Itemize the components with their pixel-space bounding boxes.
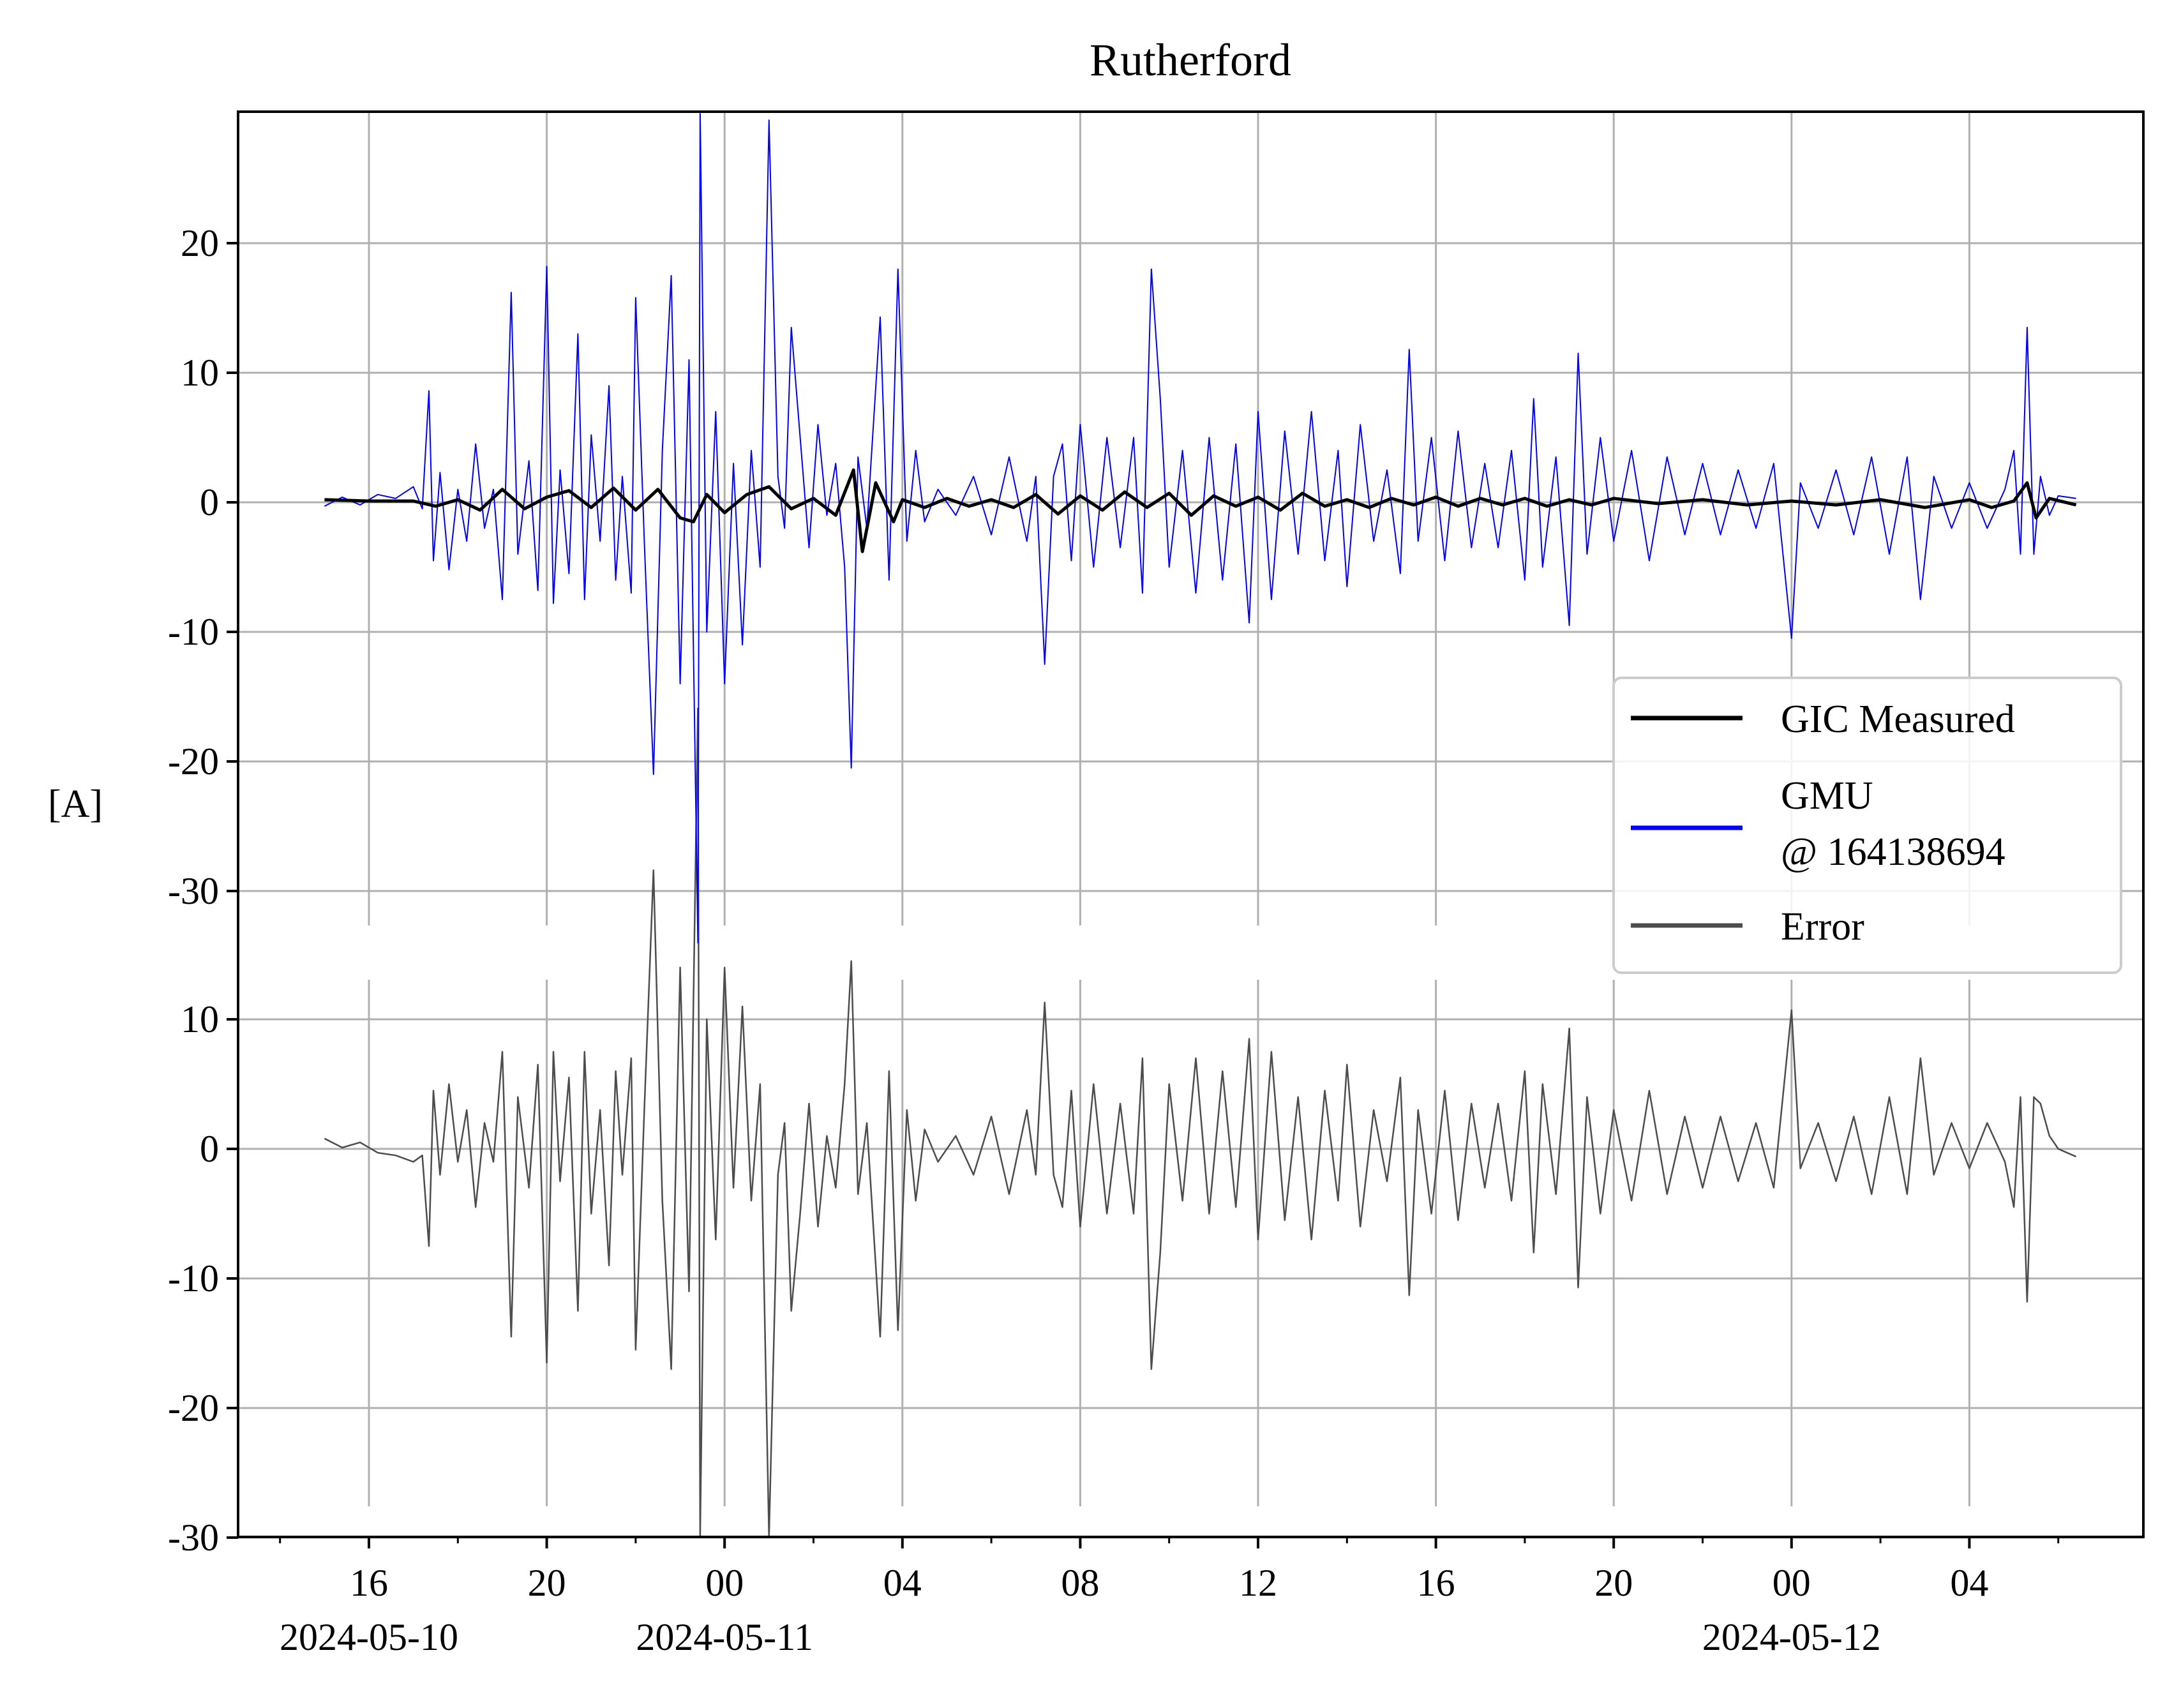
x-date-label: 2024-05-10 — [280, 1616, 458, 1658]
y-tick-label-upper: 20 — [181, 222, 219, 264]
x-tick-label: 16 — [1417, 1562, 1455, 1604]
y-tick-label-upper: -20 — [168, 740, 219, 783]
y-tick-label-lower: -20 — [168, 1387, 219, 1429]
x-tick-label: 04 — [883, 1562, 922, 1604]
x-date-label: 2024-05-12 — [1702, 1616, 1881, 1658]
legend: GIC Measured GMU @ 164138694 Error — [1612, 677, 2122, 974]
y-tick-label-lower: -30 — [168, 1517, 219, 1559]
y-tick-label-lower: 0 — [200, 1128, 219, 1170]
x-tick-label: 04 — [1950, 1562, 1988, 1604]
y-tick-label-upper: -10 — [168, 611, 219, 653]
x-tick-label: 20 — [528, 1562, 566, 1604]
x-tick-label: 12 — [1239, 1562, 1277, 1604]
y-tick-label-upper: 0 — [200, 481, 219, 523]
plot-frame — [237, 110, 2145, 1538]
legend-label-0: GIC Measured — [1781, 698, 2015, 741]
chart-title: Rutherford — [1090, 34, 1291, 86]
x-tick-label: 20 — [1594, 1562, 1633, 1604]
y-tick-label-lower: -10 — [168, 1257, 219, 1300]
series-layer — [324, 113, 2077, 1538]
y-tick-label-upper: 10 — [181, 352, 219, 394]
legend-label-2: Error — [1781, 905, 1864, 948]
series-line-2 — [324, 707, 2077, 1538]
y-tick-label-lower: 10 — [181, 998, 219, 1040]
x-date-label: 2024-05-11 — [636, 1616, 813, 1658]
x-tick-label: 00 — [1773, 1562, 1811, 1604]
y-tick-label-upper: -30 — [168, 870, 219, 912]
legend-label-1: @ 164138694 — [1781, 830, 2005, 874]
x-tick-label: 16 — [350, 1562, 388, 1604]
series-line-1 — [324, 113, 2076, 944]
x-tick-label: 08 — [1061, 1562, 1099, 1604]
series-line-0 — [324, 468, 2077, 553]
legend-label-1: GMU — [1781, 774, 1873, 818]
legend-box — [1612, 677, 2122, 974]
x-tick-label: 00 — [705, 1562, 744, 1604]
y-axis-label: [A] — [48, 783, 103, 826]
